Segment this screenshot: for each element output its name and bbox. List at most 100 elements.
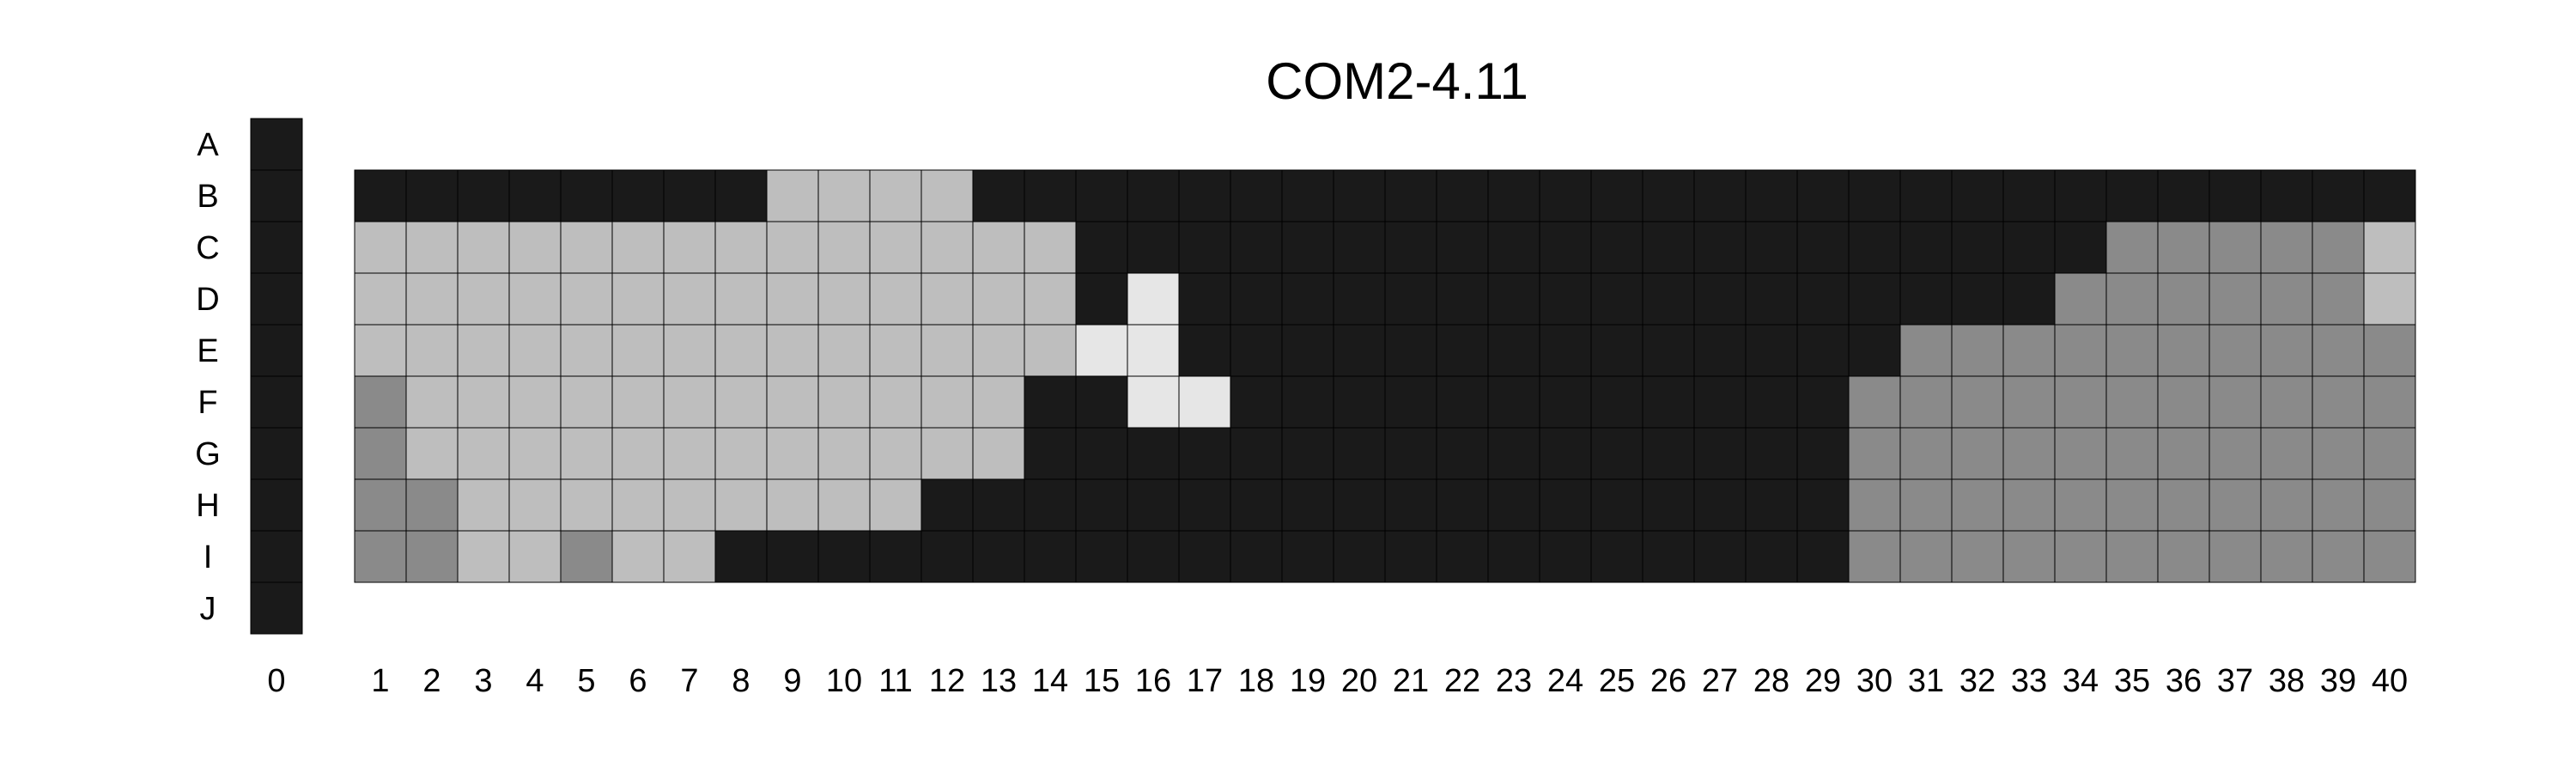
cell-G-38 <box>2260 427 2313 480</box>
cell-G-29 <box>1796 427 1850 480</box>
cell-B-1 <box>354 169 407 222</box>
cell-E-8 <box>714 324 768 377</box>
cell-F-17 <box>1178 375 1231 429</box>
cell-I-25 <box>1590 530 1643 583</box>
column-label-23: 23 <box>1496 663 1532 699</box>
cell-I-39 <box>2312 530 2365 583</box>
cell-F-39 <box>2312 375 2365 429</box>
cell-G-7 <box>663 427 716 480</box>
cell-E-13 <box>972 324 1025 377</box>
cell-E-38 <box>2260 324 2313 377</box>
cell-F-7 <box>663 375 716 429</box>
cell-F-18 <box>1230 375 1283 429</box>
cell-D-37 <box>2208 272 2262 326</box>
cell-B-25 <box>1590 169 1643 222</box>
cell-E-11 <box>869 324 922 377</box>
row-label-I: I <box>204 539 213 575</box>
cell-E-12 <box>920 324 974 377</box>
cell-B-27 <box>1693 169 1747 222</box>
cell-C-33 <box>2002 221 2056 274</box>
cell-E-24 <box>1539 324 1592 377</box>
cell-C-13 <box>972 221 1025 274</box>
cell-H-8 <box>714 478 768 532</box>
cell-G-8 <box>714 427 768 480</box>
cell-I-26 <box>1642 530 1695 583</box>
cell-C-10 <box>817 221 871 274</box>
cell-G-28 <box>1745 427 1798 480</box>
column-label-3: 3 <box>474 663 492 699</box>
cell-J-0 <box>250 581 303 635</box>
cell-G-21 <box>1384 427 1437 480</box>
cell-H-9 <box>766 478 819 532</box>
cell-B-26 <box>1642 169 1695 222</box>
cell-I-8 <box>714 530 768 583</box>
cell-B-16 <box>1127 169 1180 222</box>
cell-D-40 <box>2363 272 2416 326</box>
cell-F-31 <box>1899 375 1953 429</box>
column-label-27: 27 <box>1702 663 1738 699</box>
cell-D-21 <box>1384 272 1437 326</box>
cell-D-0 <box>250 272 303 326</box>
cell-G-0 <box>250 427 303 480</box>
cell-B-39 <box>2312 169 2365 222</box>
cell-E-21 <box>1384 324 1437 377</box>
cell-H-38 <box>2260 478 2313 532</box>
cell-F-37 <box>2208 375 2262 429</box>
cell-B-33 <box>2002 169 2056 222</box>
cell-F-11 <box>869 375 922 429</box>
cell-I-20 <box>1333 530 1386 583</box>
cell-E-20 <box>1333 324 1386 377</box>
cell-H-5 <box>560 478 613 532</box>
cell-H-31 <box>1899 478 1953 532</box>
cell-F-13 <box>972 375 1025 429</box>
cell-H-37 <box>2208 478 2262 532</box>
cell-B-19 <box>1281 169 1334 222</box>
cell-A-0 <box>250 118 303 171</box>
cell-I-31 <box>1899 530 1953 583</box>
cell-G-34 <box>2054 427 2107 480</box>
cell-F-38 <box>2260 375 2313 429</box>
cell-D-2 <box>405 272 459 326</box>
cell-C-7 <box>663 221 716 274</box>
column-label-1: 1 <box>371 663 389 699</box>
cell-H-3 <box>457 478 510 532</box>
cell-E-15 <box>1075 324 1128 377</box>
cell-C-38 <box>2260 221 2313 274</box>
cell-G-15 <box>1075 427 1128 480</box>
cell-H-25 <box>1590 478 1643 532</box>
cell-E-4 <box>508 324 562 377</box>
cell-H-29 <box>1796 478 1850 532</box>
cell-G-5 <box>560 427 613 480</box>
cell-C-15 <box>1075 221 1128 274</box>
cell-E-35 <box>2105 324 2159 377</box>
cell-D-31 <box>1899 272 1953 326</box>
cell-G-2 <box>405 427 459 480</box>
cell-H-32 <box>1951 478 2004 532</box>
cell-E-19 <box>1281 324 1334 377</box>
cell-D-16 <box>1127 272 1180 326</box>
cell-D-36 <box>2157 272 2210 326</box>
cell-I-32 <box>1951 530 2004 583</box>
cell-I-2 <box>405 530 459 583</box>
cell-D-35 <box>2105 272 2159 326</box>
cell-H-22 <box>1436 478 1489 532</box>
cell-D-24 <box>1539 272 1592 326</box>
cell-F-32 <box>1951 375 2004 429</box>
cell-E-31 <box>1899 324 1953 377</box>
cell-H-16 <box>1127 478 1180 532</box>
cell-I-23 <box>1487 530 1540 583</box>
cell-G-37 <box>2208 427 2262 480</box>
cell-H-15 <box>1075 478 1128 532</box>
column-label-15: 15 <box>1084 663 1120 699</box>
cell-B-31 <box>1899 169 1953 222</box>
column-label-37: 37 <box>2217 663 2253 699</box>
cell-C-4 <box>508 221 562 274</box>
cell-F-20 <box>1333 375 1386 429</box>
cell-G-14 <box>1024 427 1077 480</box>
column-label-19: 19 <box>1290 663 1326 699</box>
cell-B-23 <box>1487 169 1540 222</box>
cell-C-35 <box>2105 221 2159 274</box>
cell-H-19 <box>1281 478 1334 532</box>
cell-I-16 <box>1127 530 1180 583</box>
cell-I-29 <box>1796 530 1850 583</box>
